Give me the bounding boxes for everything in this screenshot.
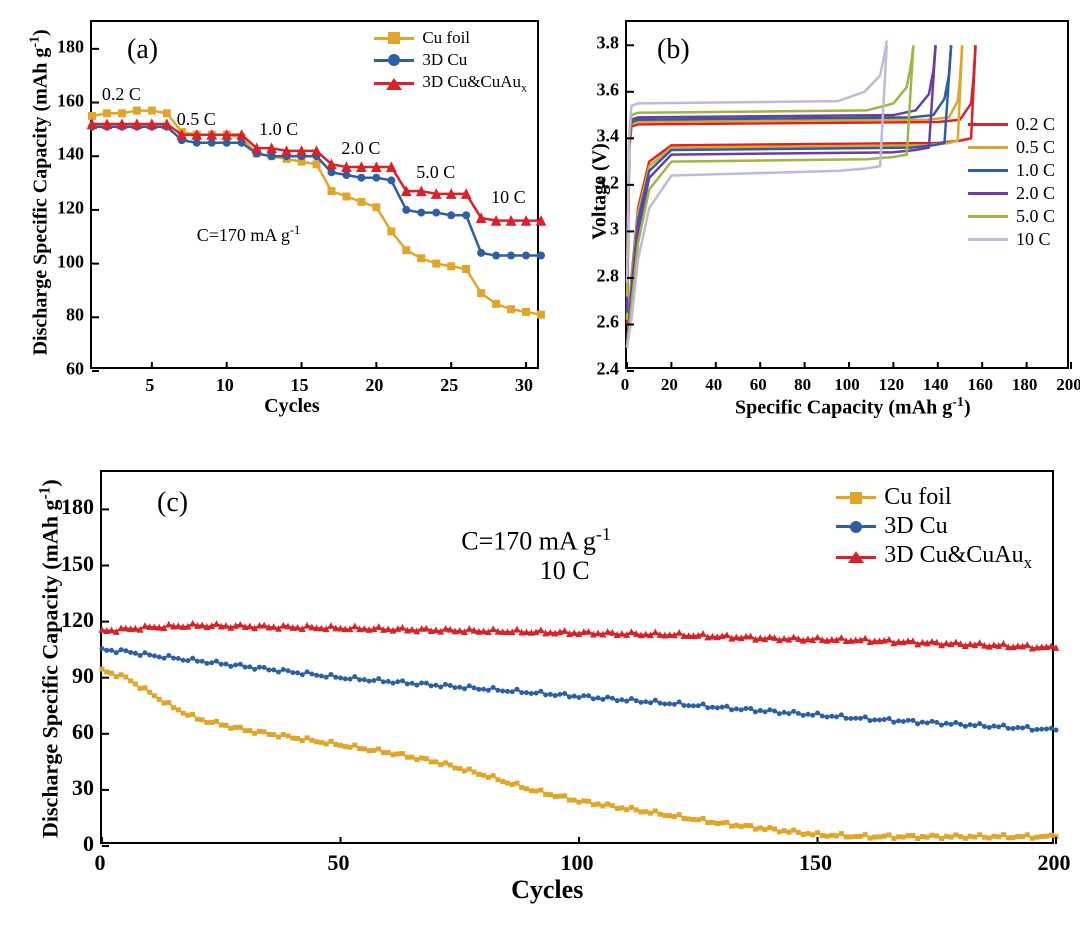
x-tick-label: 20: [661, 375, 678, 395]
y-tick-label: 120: [44, 197, 84, 218]
legend-label: 3D Cu&CuAux: [422, 72, 527, 95]
panel-a-letter: (a): [127, 34, 158, 66]
x-tick-label: 50: [328, 850, 350, 876]
x-tick-label: 100: [834, 375, 860, 395]
panel-b-plot: (b) 0.2 C0.5 C1.0 C2.0 C5.0 C10 C: [625, 20, 1069, 369]
y-tick-label: 120: [50, 607, 94, 633]
y-tick-label: 160: [44, 90, 84, 111]
y-tick-label: 90: [50, 663, 94, 689]
x-tick-label: 80: [794, 375, 811, 395]
rate-label: 10 C: [491, 187, 526, 208]
panel-c-plot: (c) Cu foil3D Cu3D Cu&CuAux C=170 mA g-1…: [100, 470, 1054, 844]
y-tick-label: 2.8: [581, 265, 619, 286]
legend-label: 0.2 C: [1016, 114, 1055, 135]
x-tick-label: 60: [750, 375, 767, 395]
y-tick-label: 80: [44, 305, 84, 326]
y-tick-label: 2.6: [581, 312, 619, 333]
x-tick-label: 25: [440, 375, 458, 396]
rate-label: 1.0 C: [259, 119, 298, 140]
legend-item: 1.0 C: [968, 160, 1055, 181]
y-tick-label: 100: [44, 251, 84, 272]
x-tick-label: 200: [1038, 850, 1071, 876]
x-tick-label: 150: [799, 850, 832, 876]
panel-b-legend: 0.2 C0.5 C1.0 C2.0 C5.0 C10 C: [968, 112, 1055, 252]
rate-label: 0.5 C: [177, 109, 216, 130]
y-tick-label: 140: [44, 144, 84, 165]
x-tick-label: 160: [967, 375, 993, 395]
y-tick-label: 2.4: [581, 359, 619, 380]
x-tick-label: 10: [216, 375, 234, 396]
y-tick-label: 60: [44, 359, 84, 380]
legend-label: 3D Cu&CuAux: [884, 542, 1032, 573]
legend-label: 5.0 C: [1016, 206, 1055, 227]
x-tick-label: 140: [923, 375, 949, 395]
x-tick-label: 0: [95, 850, 106, 876]
legend-label: 3D Cu: [884, 513, 947, 540]
panel-c-xlabel: Cycles: [511, 875, 583, 905]
x-tick-label: 30: [515, 375, 533, 396]
panel-c: (c) Cu foil3D Cu3D Cu&CuAux C=170 mA g-1…: [0, 455, 1080, 925]
legend-item: 3D Cu&CuAux: [374, 72, 527, 95]
legend-item: 10 C: [968, 229, 1055, 250]
legend-label: Cu foil: [422, 28, 470, 48]
legend-item: 2.0 C: [968, 183, 1055, 204]
legend-item: 0.5 C: [968, 137, 1055, 158]
y-tick-label: 3: [581, 219, 619, 240]
legend-item: 3D Cu: [836, 513, 1032, 540]
y-tick-label: 3.8: [581, 33, 619, 54]
panel-c-letter: (c): [157, 487, 188, 519]
panel-a-plot: (a) Cu foil3D Cu3D Cu&CuAux 0.2 C 0.5 C 1.…: [90, 20, 539, 369]
y-tick-label: 3.4: [581, 126, 619, 147]
panel-b: (b) 0.2 C0.5 C1.0 C2.0 C5.0 C10 C Specif…: [555, 0, 1080, 445]
rate-label: 2.0 C: [341, 138, 380, 159]
figure-root: (a) Cu foil3D Cu3D Cu&CuAux 0.2 C0.5 C1.…: [0, 0, 1080, 935]
y-tick-label: 180: [50, 494, 94, 520]
x-tick-label: 40: [705, 375, 722, 395]
y-tick-label: 3.6: [581, 79, 619, 100]
legend-item: 3D Cu&CuAux: [836, 542, 1032, 573]
panel-a-legend: Cu foil3D Cu3D Cu&CuAux: [374, 26, 527, 97]
x-tick-label: 180: [1012, 375, 1038, 395]
x-tick-label: 120: [879, 375, 905, 395]
x-tick-label: 0: [621, 375, 630, 395]
x-tick-label: 5: [145, 375, 154, 396]
legend-item: Cu foil: [374, 28, 527, 48]
rate-label: 10 C: [540, 556, 590, 586]
legend-label: 1.0 C: [1016, 160, 1055, 181]
legend-item: Cu foil: [836, 484, 1032, 511]
rate-label: 5.0 C: [416, 162, 455, 183]
legend-item: 3D Cu: [374, 50, 527, 70]
y-tick-label: 30: [50, 775, 94, 801]
panel-a: (a) Cu foil3D Cu3D Cu&CuAux 0.2 C 0.5 C 1.…: [0, 0, 555, 445]
legend-label: 0.5 C: [1016, 137, 1055, 158]
y-tick-label: 0: [50, 831, 94, 857]
legend-item: 5.0 C: [968, 206, 1055, 227]
x-tick-label: 20: [365, 375, 383, 396]
y-tick-label: 3.2: [581, 172, 619, 193]
y-tick-label: 150: [50, 551, 94, 577]
c-definition-label: C=170 mA g-1: [197, 223, 301, 246]
legend-label: 10 C: [1016, 229, 1051, 250]
x-tick-label: 200: [1056, 375, 1080, 395]
panel-a-xlabel: Cycles: [264, 395, 320, 418]
y-tick-label: 180: [44, 36, 84, 57]
x-tick-label: 100: [561, 850, 594, 876]
rate-label: 0.2 C: [102, 84, 141, 105]
legend-item: 0.2 C: [968, 114, 1055, 135]
c-definition-label: C=170 mA g-1: [461, 524, 611, 557]
x-tick-label: 15: [291, 375, 309, 396]
y-tick-label: 60: [50, 719, 94, 745]
panel-c-legend: Cu foil3D Cu3D Cu&CuAux: [836, 482, 1032, 575]
legend-label: Cu foil: [884, 484, 951, 511]
panel-b-xlabel: Specific Capacity (mAh g-1): [735, 395, 971, 420]
legend-label: 3D Cu: [422, 50, 467, 70]
panel-b-letter: (b): [657, 34, 690, 66]
legend-label: 2.0 C: [1016, 183, 1055, 204]
